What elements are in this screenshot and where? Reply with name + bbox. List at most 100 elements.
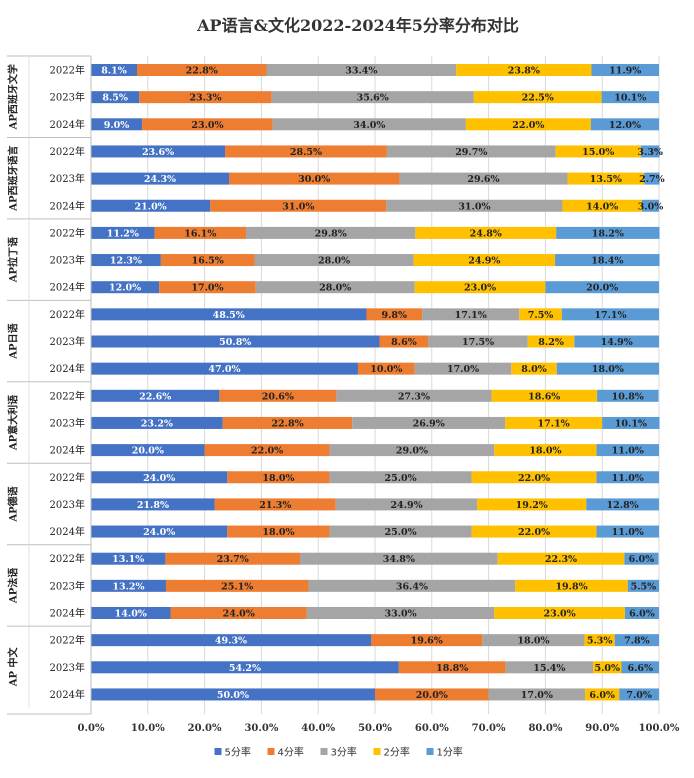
data-label: 23.0% [544, 609, 576, 620]
data-label: 49.3% [215, 636, 247, 647]
data-label: 22.0% [518, 473, 550, 484]
group-label: AP德语 [7, 486, 20, 522]
bar-segment [300, 552, 498, 565]
x-tick-label: 70.0% [472, 723, 506, 734]
bar-segment [602, 416, 660, 429]
data-label: 36.4% [396, 581, 428, 592]
bar-segment [329, 471, 472, 484]
legend-label: 2分率 [384, 746, 410, 759]
group-label: AP法语 [7, 568, 20, 604]
bar-segment [91, 362, 358, 375]
data-label: 8.2% [538, 337, 564, 348]
data-label: 16.1% [184, 228, 216, 239]
bar-segment [204, 444, 330, 457]
data-label: 24.9% [390, 500, 422, 511]
bar-segment [488, 688, 586, 701]
data-label: 9.0% [104, 120, 130, 131]
bar-segment [624, 607, 659, 619]
data-label: 17.0% [447, 364, 479, 375]
bar-segment [621, 661, 659, 674]
bar-segment [154, 226, 247, 239]
x-tick-label: 50.0% [358, 723, 392, 734]
bar-segment [352, 416, 506, 429]
data-label: 17.0% [521, 690, 553, 701]
bar-segment [357, 362, 415, 375]
category-label: 2022年 [50, 226, 85, 239]
data-label: 22.0% [518, 527, 550, 538]
bar-segment [422, 308, 520, 321]
bar-segment [471, 471, 597, 484]
data-label: 19.6% [411, 636, 443, 647]
data-label: 13.5% [590, 174, 622, 185]
data-label: 3.0% [638, 201, 664, 212]
data-label: 23.6% [142, 147, 174, 158]
bar-segment [585, 688, 620, 701]
bar-segment [227, 471, 330, 484]
data-label: 34.0% [353, 120, 385, 131]
bar-segment [170, 607, 307, 619]
data-label: 7.8% [624, 636, 650, 647]
bar-segment [491, 389, 598, 402]
data-label: 24.0% [143, 527, 175, 538]
data-label: 22.0% [512, 120, 544, 131]
data-label: 10.8% [612, 391, 644, 402]
data-label: 16.5% [192, 256, 224, 267]
bar-segment [375, 688, 489, 701]
bar-segment [494, 444, 597, 457]
group-label: AP西班牙语言 [7, 146, 20, 212]
bar-segment [471, 525, 597, 538]
data-label: 18.0% [517, 636, 549, 647]
bar-segment [473, 91, 602, 104]
bar-segment [640, 145, 660, 158]
bar-segment [386, 199, 563, 212]
data-label: 26.9% [413, 418, 445, 429]
data-label: 10.1% [614, 93, 646, 104]
data-label: 24.8% [470, 228, 502, 239]
data-label: 29.0% [396, 446, 428, 457]
bar-segment [137, 64, 267, 76]
bar-segment [165, 552, 301, 565]
data-label: 23.2% [141, 418, 173, 429]
data-label: 20.0% [132, 446, 164, 457]
group-label: AP意大利语 [7, 395, 20, 451]
bar-segment [545, 281, 659, 294]
bar-segment [91, 444, 205, 457]
data-label: 24.0% [223, 609, 255, 620]
bar-segment [555, 254, 660, 267]
data-label: 23.0% [464, 283, 496, 294]
data-label: 18.0% [592, 364, 624, 375]
data-label: 9.8% [382, 310, 408, 321]
data-label: 5.0% [595, 663, 621, 674]
category-label: 2024年 [50, 525, 85, 538]
category-label: 2023年 [50, 661, 85, 674]
bar-segment [641, 199, 659, 212]
data-label: 25.1% [221, 581, 253, 592]
data-label: 28.0% [319, 283, 351, 294]
bar-segment [511, 362, 557, 375]
bar-segment [624, 552, 659, 565]
data-label: 50.8% [219, 337, 251, 348]
bar-segment [561, 308, 659, 321]
bar-segment [159, 281, 256, 294]
data-label: 17.1% [594, 310, 626, 321]
category-label: 2022年 [50, 389, 85, 402]
bar-segment [527, 335, 575, 348]
bar-segment [519, 308, 562, 321]
bar-segment [497, 552, 625, 565]
category-label: 2023年 [50, 416, 85, 429]
data-label: 25.0% [384, 473, 416, 484]
bar-segment [225, 145, 387, 158]
data-label: 13.2% [112, 581, 144, 592]
data-label: 18.8% [436, 663, 468, 674]
data-label: 28.0% [318, 256, 350, 267]
x-tick-label: 100.0% [639, 723, 680, 734]
bar-segment [91, 498, 215, 511]
bar-segment [584, 634, 615, 647]
bar-segment [597, 389, 659, 402]
category-label: 2024年 [50, 199, 85, 212]
category-label: 2023年 [50, 335, 85, 348]
bar-segment [596, 471, 659, 484]
bar-segment [246, 226, 416, 239]
bar-segment [371, 634, 483, 647]
category-label: 2022年 [50, 64, 85, 77]
